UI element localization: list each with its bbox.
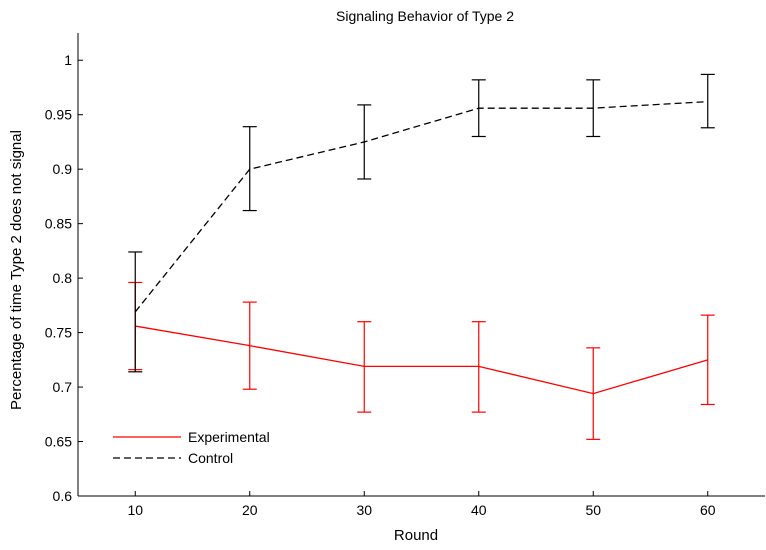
plot-area: 10 20 30 40 50 60 0.6 0.65 0.7 0.75 0.8 0.85 0.9 0.9… xyxy=(45,33,765,518)
control-line xyxy=(134,100,708,313)
x-tick-label: 60 xyxy=(700,502,716,518)
y-ticks: 0.6 0.65 0.7 0.75 0.8 0.85 0.9 0.95 1 xyxy=(45,52,83,504)
x-ticks: 10 20 30 40 50 60 xyxy=(127,491,716,518)
y-tick-label: 0.85 xyxy=(45,216,72,232)
x-tick-label: 40 xyxy=(471,502,487,518)
y-tick-label: 0.8 xyxy=(53,270,73,286)
experimental-line xyxy=(135,325,708,395)
y-axis-label: Percentage of time Type 2 does not signa… xyxy=(8,130,25,410)
chart-title: Signaling Behavior of Type 2 xyxy=(336,8,514,24)
y-tick-label: 0.7 xyxy=(53,379,73,395)
x-tick-label: 20 xyxy=(242,502,258,518)
x-axis-label: Round xyxy=(394,527,438,544)
legend-label-control: Control xyxy=(188,450,233,466)
y-tick-label: 1 xyxy=(64,52,72,68)
y-tick-label: 0.6 xyxy=(53,488,73,504)
y-tick-label: 0.9 xyxy=(53,161,73,177)
legend: Experimental Control xyxy=(113,429,270,466)
series-layer xyxy=(128,73,715,440)
x-tick-label: 50 xyxy=(585,502,601,518)
y-tick-label: 0.95 xyxy=(45,107,72,123)
series-control xyxy=(128,73,715,373)
series-experimental xyxy=(128,281,715,440)
y-tick-label: 0.65 xyxy=(45,434,72,450)
legend-label-experimental: Experimental xyxy=(188,429,270,445)
y-tick-label: 0.75 xyxy=(45,325,72,341)
x-tick-label: 10 xyxy=(127,502,143,518)
x-tick-label: 30 xyxy=(356,502,372,518)
